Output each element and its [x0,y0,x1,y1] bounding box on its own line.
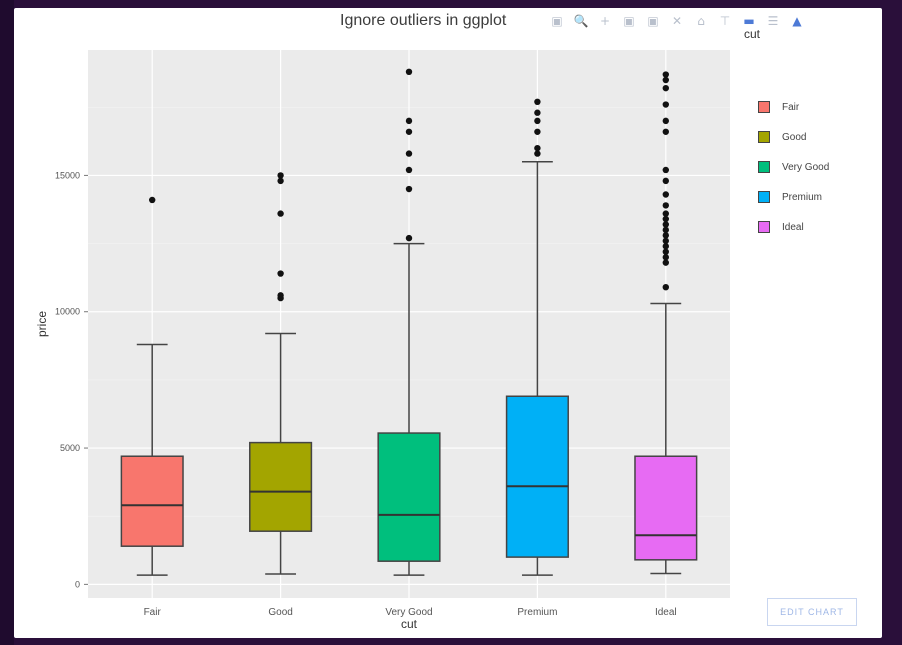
x-tick-label: Very Good [385,607,432,618]
zoom-out-icon[interactable]: ▣ [647,14,659,28]
legend-swatch [758,221,770,233]
legend-label: Premium [782,191,823,203]
outlier-point [662,191,669,198]
box-very-good [377,432,441,562]
outlier-point [662,283,669,291]
y-axis-title: price [35,311,49,337]
legend-item-good[interactable]: Good [758,122,829,152]
outlier-point [662,259,669,266]
legend-swatch [758,161,770,173]
chart-title: Ignore outliers in ggplot [340,12,507,29]
x-tick-label: Fair [144,607,162,618]
outlier-point [662,101,669,108]
legend-swatch [758,191,770,203]
outlier-point [149,196,156,204]
legend-item-ideal[interactable]: Ideal [758,212,829,242]
camera-icon[interactable]: ▣ [551,14,563,28]
legend-item-premium[interactable]: Premium [758,182,829,212]
box-fair [120,455,184,547]
outlier-point [277,210,284,217]
outlier-point [662,117,669,125]
legend-swatch [758,131,770,143]
outlier-point [662,84,669,92]
legend-item-very-good[interactable]: Very Good [758,152,829,182]
outlier-point [405,117,413,125]
spike-lines-icon[interactable]: ⊤ [719,14,731,28]
x-tick-label: Ideal [655,607,677,618]
outlier-point [277,172,284,179]
outlier-point [662,226,669,234]
zoom-in-icon[interactable]: ▣ [623,14,635,28]
modebar: ▣ 🔍 + ▣ ▣ ✕ ⌂ ⊤ ▬ ☰ ▲ [550,13,860,29]
outlier-point [534,150,541,157]
outlier-point [405,185,413,193]
outlier-point [662,232,669,239]
outlier-point [662,128,669,135]
plotly-logo-icon[interactable]: ▲ [792,14,802,28]
outlier-point [405,166,413,174]
x-tick-label: Good [268,607,292,618]
outlier-point [662,254,669,261]
pan-icon[interactable]: + [599,14,611,28]
outlier-point [534,117,541,125]
outlier-point [662,248,669,255]
hover-closest-icon[interactable]: ▬ [743,14,755,28]
legend-title: cut [744,27,761,41]
legend: Fair Good Very Good Premium Ideal [758,92,829,242]
outlier-point [662,221,669,228]
legend-swatch [758,101,770,113]
box-ideal [634,455,698,561]
outlier-point [405,68,413,76]
outlier-point [405,150,413,157]
outlier-point [662,215,669,223]
outlier-point [277,177,284,185]
outlier-point [662,237,669,245]
legend-item-fair[interactable]: Fair [758,92,829,122]
y-tick-label: 10000 [55,307,80,317]
legend-label: Very Good [782,161,830,173]
y-tick-label: 0 [75,579,80,589]
zoom-icon[interactable]: 🔍 [573,14,589,28]
outlier-point [534,128,541,135]
legend-label: Fair [782,101,800,113]
outlier-point [534,98,541,106]
outlier-point [662,71,669,78]
outlier-point [662,177,669,185]
outlier-point [277,292,284,299]
left-strip [0,0,14,645]
outlier-point [662,210,669,217]
outlier-point [662,202,669,209]
y-tick-label: 15000 [55,170,80,180]
outlier-point [277,270,284,277]
box-good [249,441,313,532]
x-tick-label: Premium [517,607,557,618]
y-tick-label: 5000 [60,443,80,453]
outlier-point [534,109,541,116]
outlier-point [662,76,669,84]
reset-axes-icon[interactable]: ⌂ [697,14,705,28]
hover-compare-icon[interactable]: ☰ [767,14,779,28]
autoscale-icon[interactable]: ✕ [671,14,683,28]
edit-chart-button[interactable]: EDIT CHART [767,598,857,626]
legend-label: Good [782,131,807,143]
outlier-point [405,128,413,135]
x-axis-title: cut [401,617,418,631]
outlier-point [662,166,669,174]
box-premium [505,395,569,558]
outlier-point [534,144,541,152]
legend-label: Ideal [782,221,804,233]
outlier-point [405,234,413,242]
outlier-point [662,243,669,250]
